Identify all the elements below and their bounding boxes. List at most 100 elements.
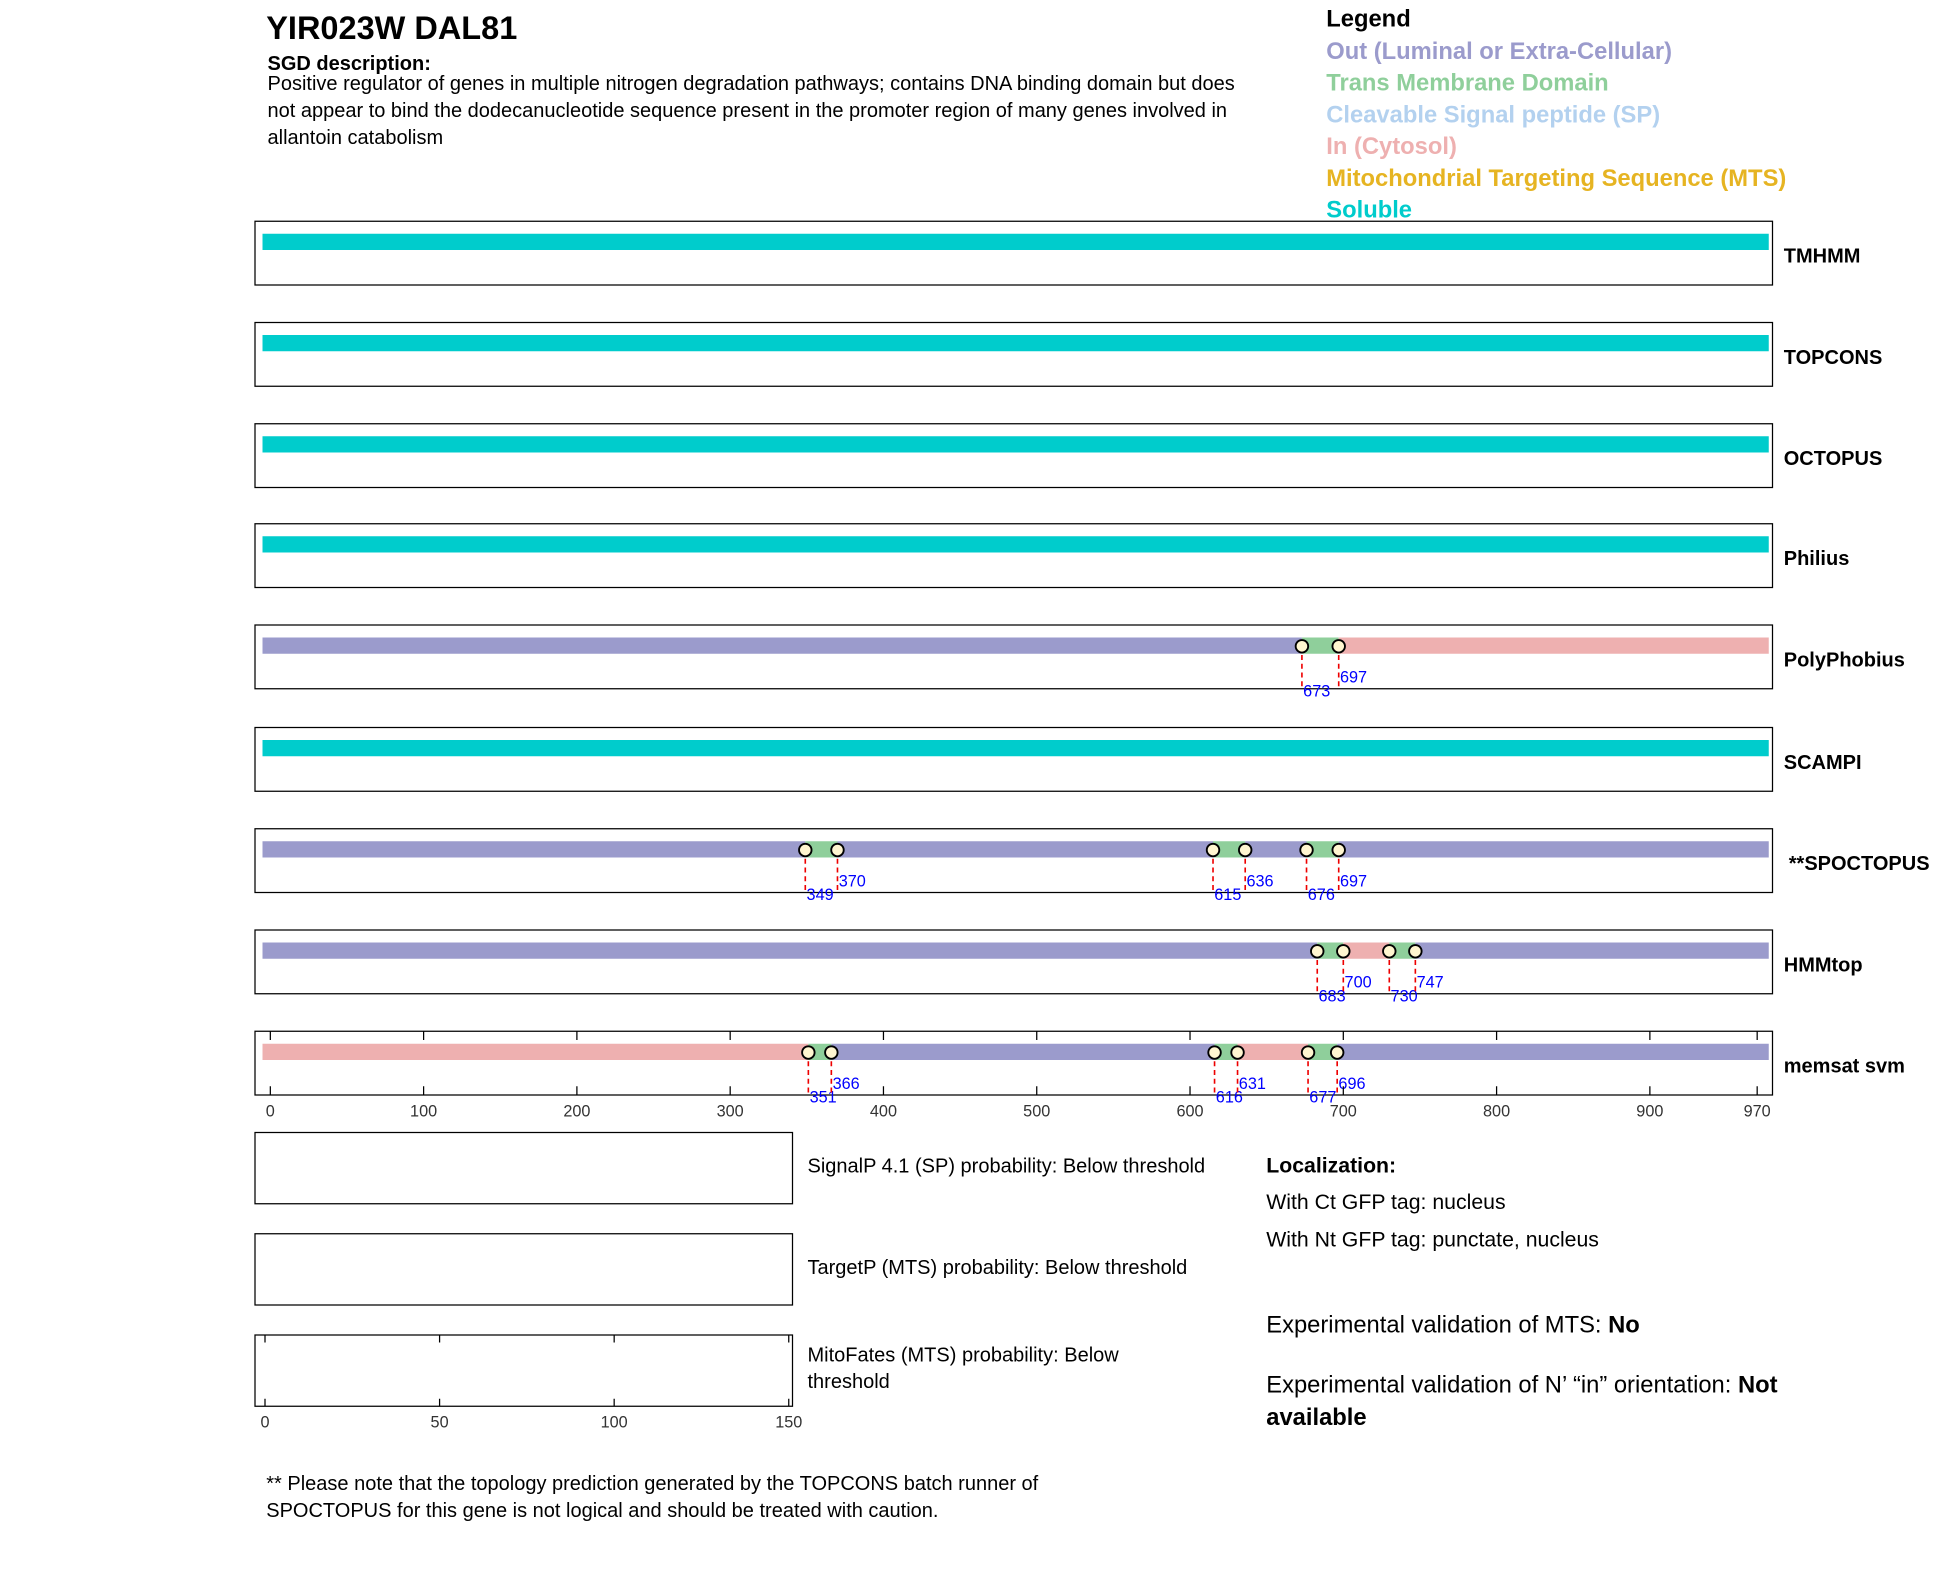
boundary-marker [1205,842,1221,858]
x-tick-label: 100 [601,1414,628,1432]
region [831,1043,1215,1060]
region [1338,841,1769,858]
x-tick-label: 800 [1483,1102,1510,1120]
x-tick-label: 300 [717,1102,744,1120]
boundary-label: 730 [1391,987,1418,1005]
legend-item: Mitochondrial Targeting Sequence (MTS) [1326,165,1786,192]
region [1306,841,1339,858]
track-box [254,1030,1774,1096]
legend-item: Soluble [1326,197,1412,224]
track-box [254,321,1774,387]
x-tick-label: 700 [1330,1102,1357,1120]
boundary-label: 697 [1340,872,1367,890]
boundary-label: 615 [1214,886,1241,904]
mts-validation: Experimental validation of MTS: No [1266,1312,1640,1339]
localization-line: With Ct GFP tag: nucleus [1266,1190,1505,1214]
region [1245,841,1307,858]
legend-item: Out (Luminal or Extra-Cellular) [1326,38,1672,65]
track-name: HMMtop [1784,954,1863,976]
region [1317,942,1344,959]
track-name: **SPOCTOPUS [1789,853,1930,875]
boundary-marker [830,842,845,858]
boundary-marker [1329,1045,1345,1060]
boundary-label: 616 [1216,1089,1243,1107]
title: YIR023W DAL81 [266,10,517,46]
prediction-label: threshold [808,1371,890,1393]
description: Positive regulator of genes in multiple … [268,73,1235,95]
region [262,1043,809,1060]
x-tick-label: 200 [563,1102,590,1120]
legend-title: Legend [1326,5,1410,32]
track-name: TOPCONS [1784,347,1883,369]
track-name: memsat svm [1784,1056,1905,1078]
boundary-marker [1382,944,1397,959]
boundary-label: 696 [1338,1075,1365,1093]
region [262,637,1302,654]
prediction-label: SignalP 4.1 (SP) probability: Below thre… [808,1156,1206,1178]
boundary-marker [1294,639,1310,654]
track-name: PolyPhobius [1784,649,1905,671]
region [1415,942,1769,959]
boundary-label: 683 [1319,987,1346,1005]
description: not appear to bind the dodecanucleotide … [268,100,1228,122]
region [1389,942,1416,959]
x-tick-label: 0 [266,1102,275,1120]
x-tick-label: 900 [1636,1102,1663,1120]
boundary-marker [1300,1045,1316,1060]
mts-value: No [1608,1312,1640,1339]
region [262,942,1318,959]
prediction-label: TargetP (MTS) probability: Below thresho… [808,1257,1188,1279]
boundary-label: 673 [1303,682,1330,700]
boundary-label: 366 [833,1075,860,1093]
boundary-label: 631 [1239,1075,1266,1093]
footnote: SPOCTOPUS for this gene is not logical a… [266,1500,938,1522]
x-tick-label: 970 [1744,1102,1771,1120]
prediction-box [254,1131,794,1205]
track-box [254,423,1774,489]
legend-item: Cleavable Signal peptide (SP) [1326,101,1660,128]
boundary-label: 676 [1308,886,1335,904]
orientation-value: available [1266,1404,1366,1431]
x-tick-label: 100 [410,1102,437,1120]
x-tick-label: 500 [1023,1102,1050,1120]
boundary-marker [824,1045,839,1060]
track-box [254,726,1774,792]
region [262,335,1769,352]
boundary-label: 370 [839,872,866,890]
description: allantoin catabolism [268,127,444,149]
boundary-label: 351 [810,1089,837,1107]
region [805,841,838,858]
region [1308,1043,1338,1060]
region [262,740,1769,757]
region [262,436,1769,453]
boundary-marker [1336,944,1351,959]
track-box [254,523,1774,589]
track-name: Philius [1784,548,1850,570]
boundary-label: 700 [1345,973,1372,991]
region [1237,1043,1309,1060]
prediction-label: MitoFates (MTS) probability: Below [808,1344,1120,1366]
region [837,841,1214,858]
boundary-marker [1230,1045,1245,1060]
boundary-marker [1331,842,1346,858]
x-tick-label: 150 [775,1414,802,1432]
boundary-label: 636 [1246,872,1273,890]
boundary-marker [1408,944,1423,959]
x-tick-label: 50 [431,1414,449,1432]
boundary-label: 697 [1340,669,1367,687]
x-tick-label: 0 [260,1414,269,1432]
track-box [254,929,1774,995]
track-box [254,828,1774,894]
track-box [254,220,1774,286]
region [1301,637,1339,654]
region [1338,637,1769,654]
boundary-marker [798,842,813,858]
track-name: OCTOPUS [1784,448,1883,470]
legend-item: Trans Membrane Domain [1326,70,1608,97]
x-tick-label: 600 [1176,1102,1203,1120]
track-name: SCAMPI [1784,752,1862,774]
orientation-value: Not [1738,1372,1778,1399]
orientation-validation: Experimental validation of N’ “in” orien… [1266,1372,1777,1399]
